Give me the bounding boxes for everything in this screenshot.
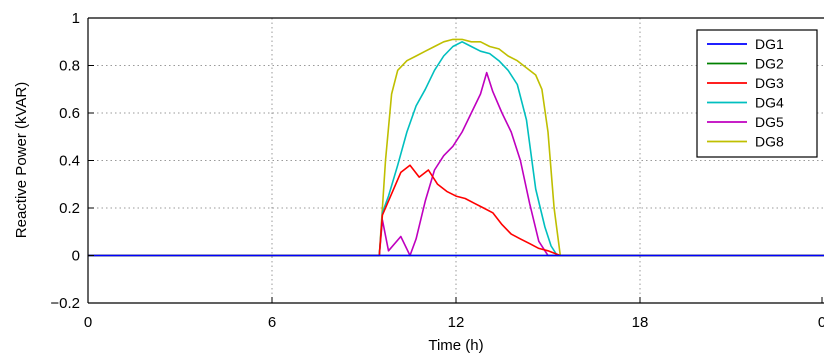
legend-label-dg4: DG4 [755, 95, 784, 111]
x-tick-label: 6 [268, 314, 276, 331]
y-tick-label: −0.2 [50, 295, 80, 312]
y-tick-label: 0 [72, 248, 80, 265]
x-tick-label: 0 [818, 314, 824, 331]
legend-label-dg2: DG2 [755, 56, 784, 72]
y-axis-label: Reactive Power (kVAR) [13, 82, 30, 238]
series-line-dg8 [88, 38, 824, 257]
y-tick-label: 0.6 [59, 105, 80, 122]
legend-label-dg3: DG3 [755, 75, 784, 91]
y-tick-label: 0.2 [59, 200, 80, 217]
legend-label-dg1: DG1 [755, 36, 784, 52]
x-tick-label: 12 [448, 314, 465, 331]
series-line-dg4 [88, 40, 824, 257]
x-tick-label: 0 [84, 314, 92, 331]
legend-box [696, 29, 818, 158]
x-axis-label: Time (h) [428, 337, 483, 354]
tick-labels: 0 6 12 18 0−0.200.20.40.60.81 [50, 10, 824, 331]
series-line-dg3 [88, 164, 824, 257]
series-lines [88, 38, 824, 257]
x-tick-label: 18 [632, 314, 649, 331]
y-tick-label: 0.8 [59, 58, 80, 75]
legend: DG1 DG2 DG3 DG4 DG5 DG8 [696, 29, 818, 158]
y-tick-label: 0.4 [59, 153, 80, 170]
series-line-dg5 [88, 71, 824, 257]
legend-label-dg8: DG8 [755, 134, 784, 150]
axes [87, 17, 824, 304]
y-tick-label: 1 [72, 10, 80, 27]
legend-label-dg5: DG5 [755, 114, 784, 130]
